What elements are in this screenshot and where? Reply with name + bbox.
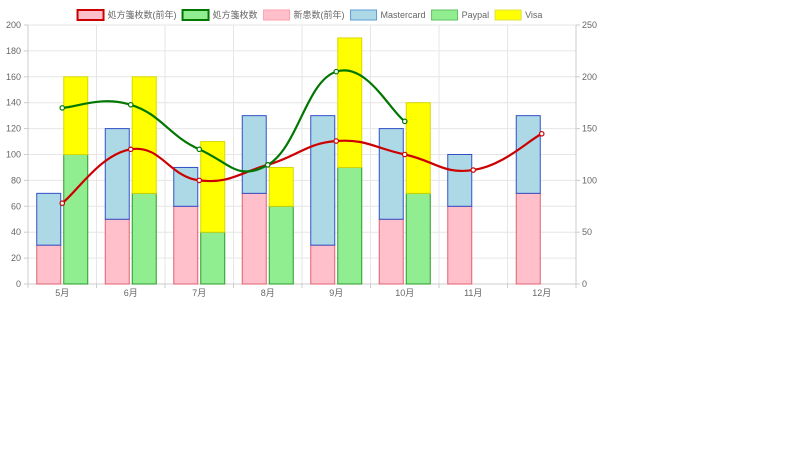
line-prescriptions-point <box>196 146 203 153</box>
y-right-tick-label: 200 <box>582 72 597 82</box>
x-tick-label: 6月 <box>124 288 138 298</box>
y-left-tick-label: 80 <box>11 175 21 185</box>
bar-visa <box>131 76 157 194</box>
x-tick-label: 8月 <box>261 288 275 298</box>
legend-item: Mastercard <box>350 9 426 21</box>
bar-mastercard <box>378 128 404 220</box>
bar-visa <box>268 166 294 207</box>
legend-swatch <box>76 9 105 21</box>
bar-mastercard <box>104 128 130 220</box>
y-left-tick-label: 160 <box>6 72 21 82</box>
y-right-tick-label: 150 <box>582 124 597 134</box>
legend-swatch <box>431 9 459 21</box>
legend-item: 新患数(前年) <box>263 9 345 21</box>
bar-series <box>241 192 267 285</box>
x-tick-label: 9月 <box>329 288 343 298</box>
legend-item: Visa <box>494 9 542 21</box>
y-right-tick-label: 0 <box>582 279 587 289</box>
legend: 処方箋枚数(前年) 処方箋枚数 新患数(前年) Mastercard Paypal Vis… <box>76 9 542 21</box>
x-tick-label: 12月 <box>532 288 551 298</box>
bar-paypal <box>337 166 363 285</box>
bar-series <box>447 205 473 285</box>
bar-series <box>36 244 62 285</box>
bar-mastercard <box>36 192 62 246</box>
y-left-tick-label: 180 <box>6 46 21 56</box>
y-right-tick-label: 250 <box>582 20 597 30</box>
bar-paypal <box>405 192 431 285</box>
bar-visa <box>405 102 431 194</box>
bar-series <box>378 218 404 285</box>
line-prescriptions-point <box>59 105 66 111</box>
line-prescriptions-prev-year-point <box>333 138 340 144</box>
bar-mastercard <box>447 154 473 207</box>
bar-mastercard <box>310 115 336 246</box>
bar-paypal <box>268 205 294 285</box>
line-prescriptions-point <box>333 68 340 75</box>
bar-paypal <box>131 192 157 285</box>
legend-item: 処方箋枚数(前年) <box>76 9 177 21</box>
line-prescriptions-prev-year-point <box>470 167 477 173</box>
line-prescriptions-prev-year-point <box>538 130 545 137</box>
bar-series <box>104 218 130 285</box>
bar-paypal <box>63 154 89 285</box>
bar-series <box>515 192 541 285</box>
line-prescriptions-prev-year-point <box>196 177 203 184</box>
legend-label: Paypal <box>462 10 490 20</box>
y-left-tick-label: 200 <box>6 20 21 30</box>
bar-visa <box>63 76 89 155</box>
legend-swatch <box>181 9 210 21</box>
x-tick-label: 11月 <box>464 288 482 298</box>
legend-swatch <box>263 9 291 21</box>
bars <box>36 37 541 285</box>
legend-swatch <box>350 9 378 21</box>
line-prescriptions-point <box>401 118 408 125</box>
x-tick-label: 5月 <box>55 288 69 298</box>
legend-label: Mastercard <box>381 10 426 20</box>
y-left-tick-label: 40 <box>11 227 21 237</box>
legend-label: 新患数(前年) <box>294 9 345 20</box>
y-right-tick-label: 100 <box>582 175 597 185</box>
line-prescriptions-prev-year-point <box>59 200 66 206</box>
legend-label: Visa <box>525 10 542 20</box>
x-tick-label: 7月 <box>192 288 206 298</box>
line-prescriptions-point <box>264 162 271 168</box>
y-right-tick-label: 50 <box>582 227 592 237</box>
bar-series <box>310 244 336 285</box>
bar-visa <box>337 37 363 168</box>
lines <box>59 68 545 206</box>
legend-item: Paypal <box>431 9 490 21</box>
x-tick-label: 10月 <box>395 288 414 298</box>
line-prescriptions-prev-year-point <box>401 151 408 158</box>
y-left-tick-label: 100 <box>6 150 21 160</box>
line-prescriptions-point <box>127 101 134 108</box>
bar-mastercard <box>241 115 267 194</box>
legend-swatch <box>494 9 522 21</box>
line-prescriptions-prev-year-point <box>127 146 134 153</box>
y-left-tick-label: 20 <box>11 253 21 263</box>
bar-paypal <box>200 231 226 285</box>
bar-series <box>173 205 199 285</box>
y-left-tick-label: 120 <box>6 124 21 134</box>
y-left-tick-label: 60 <box>11 201 21 211</box>
legend-label: 処方箋枚数(前年) <box>108 9 177 20</box>
legend-item: 処方箋枚数 <box>181 9 258 21</box>
legend-label: 処方箋枚数 <box>213 9 258 20</box>
y-left-tick-label: 140 <box>6 98 21 108</box>
bar-mastercard <box>173 166 199 207</box>
bar-mastercard <box>515 115 541 194</box>
y-left-tick-label: 0 <box>16 279 21 289</box>
